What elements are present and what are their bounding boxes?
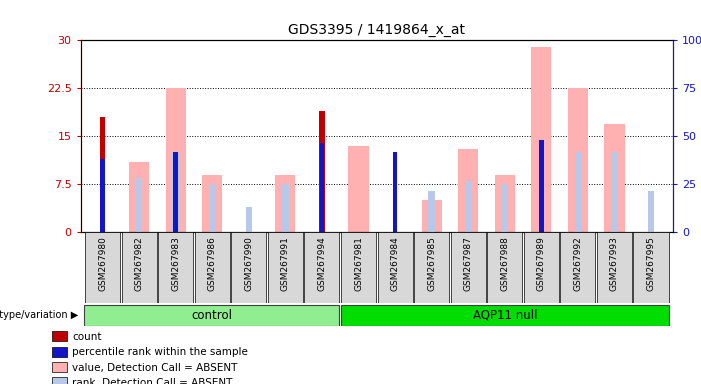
Text: GSM267985: GSM267985 — [427, 236, 436, 291]
FancyBboxPatch shape — [487, 232, 522, 303]
Bar — [465, 181, 472, 232]
Text: GSM267990: GSM267990 — [245, 236, 253, 291]
Text: rank, Detection Call = ABSENT: rank, Detection Call = ABSENT — [72, 378, 232, 384]
Bar — [275, 175, 295, 232]
Bar — [348, 146, 369, 232]
Bar — [173, 152, 178, 232]
Text: value, Detection Call = ABSENT: value, Detection Call = ABSENT — [72, 363, 237, 373]
FancyBboxPatch shape — [597, 232, 632, 303]
Text: GSM267986: GSM267986 — [207, 236, 217, 291]
FancyBboxPatch shape — [158, 232, 193, 303]
Text: GSM267984: GSM267984 — [390, 236, 400, 291]
FancyBboxPatch shape — [524, 232, 559, 303]
FancyBboxPatch shape — [84, 305, 339, 326]
Bar — [53, 331, 67, 341]
FancyBboxPatch shape — [341, 232, 376, 303]
Bar — [282, 184, 289, 232]
Bar — [575, 152, 581, 232]
FancyBboxPatch shape — [414, 232, 449, 303]
FancyBboxPatch shape — [341, 305, 669, 326]
Text: GSM267989: GSM267989 — [537, 236, 546, 291]
Bar — [53, 362, 67, 372]
FancyBboxPatch shape — [378, 232, 413, 303]
Text: GSM267987: GSM267987 — [463, 236, 472, 291]
FancyBboxPatch shape — [451, 232, 486, 303]
Text: GSM267982: GSM267982 — [135, 236, 144, 291]
Text: GSM267991: GSM267991 — [281, 236, 290, 291]
FancyBboxPatch shape — [304, 232, 339, 303]
Bar — [568, 88, 588, 232]
FancyBboxPatch shape — [121, 232, 156, 303]
Bar — [531, 47, 552, 232]
Bar — [501, 184, 508, 232]
Bar — [100, 159, 104, 232]
Bar — [393, 152, 397, 232]
Bar — [165, 88, 186, 232]
Text: GSM267995: GSM267995 — [646, 236, 655, 291]
Bar — [319, 111, 325, 232]
Text: genotype/variation ▶: genotype/variation ▶ — [0, 310, 79, 320]
Bar — [604, 124, 625, 232]
Text: GSM267983: GSM267983 — [171, 236, 180, 291]
Bar — [209, 184, 215, 232]
Text: GSM267994: GSM267994 — [318, 236, 327, 291]
Bar — [136, 178, 142, 232]
Text: AQP11 null: AQP11 null — [472, 309, 537, 322]
FancyBboxPatch shape — [195, 232, 230, 303]
Bar — [428, 191, 435, 232]
Text: control: control — [191, 309, 233, 322]
Bar — [539, 139, 543, 232]
Bar — [648, 191, 654, 232]
Text: count: count — [72, 332, 102, 342]
Bar — [495, 175, 515, 232]
Bar — [320, 143, 324, 232]
FancyBboxPatch shape — [560, 232, 595, 303]
Bar — [421, 200, 442, 232]
Bar — [129, 162, 149, 232]
FancyBboxPatch shape — [268, 232, 303, 303]
FancyBboxPatch shape — [85, 232, 120, 303]
Bar — [172, 152, 179, 232]
Text: GSM267981: GSM267981 — [354, 236, 363, 291]
Bar — [458, 149, 478, 232]
Text: GSM267988: GSM267988 — [501, 236, 509, 291]
Text: percentile rank within the sample: percentile rank within the sample — [72, 347, 247, 358]
Bar — [202, 175, 222, 232]
Bar — [611, 152, 618, 232]
Text: GSM267993: GSM267993 — [610, 236, 619, 291]
Bar — [100, 117, 105, 232]
Bar — [53, 346, 67, 357]
Bar — [53, 377, 67, 384]
Title: GDS3395 / 1419864_x_at: GDS3395 / 1419864_x_at — [288, 23, 465, 36]
FancyBboxPatch shape — [231, 232, 266, 303]
FancyBboxPatch shape — [634, 232, 669, 303]
Bar — [245, 207, 252, 232]
Text: GSM267992: GSM267992 — [573, 236, 583, 291]
Text: GSM267980: GSM267980 — [98, 236, 107, 291]
